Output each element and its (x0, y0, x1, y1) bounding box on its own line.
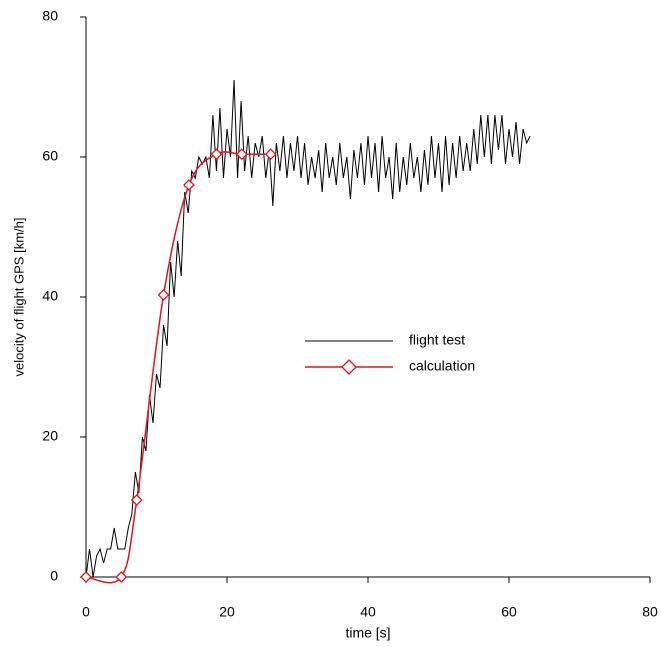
y-tick-label: 0 (50, 568, 58, 584)
marker (80, 571, 92, 583)
marker (264, 148, 277, 161)
series-line (85, 151, 271, 584)
x-tick-label: 0 (82, 604, 90, 620)
series-line (85, 79, 531, 578)
marker (157, 288, 170, 301)
x-tick-label: 80 (642, 604, 658, 620)
marker (183, 179, 195, 191)
marker (210, 148, 223, 161)
y-tick-label: 20 (42, 428, 58, 444)
marker (235, 148, 248, 161)
x-axis-label: time [s] (345, 625, 390, 641)
y-tick-label: 80 (42, 8, 58, 24)
y-tick-label: 40 (42, 288, 58, 304)
legend-label: flight test (409, 332, 465, 348)
marker (130, 494, 143, 506)
legend-label: calculation (409, 358, 475, 374)
x-tick-label: 20 (219, 604, 235, 620)
legend-marker (341, 359, 357, 375)
y-tick-label: 60 (42, 148, 58, 164)
marker (115, 571, 128, 583)
x-tick-label: 60 (501, 604, 517, 620)
x-tick-label: 40 (360, 604, 376, 620)
y-axis-label: velocity of flight GPS [km/h] (11, 218, 26, 377)
